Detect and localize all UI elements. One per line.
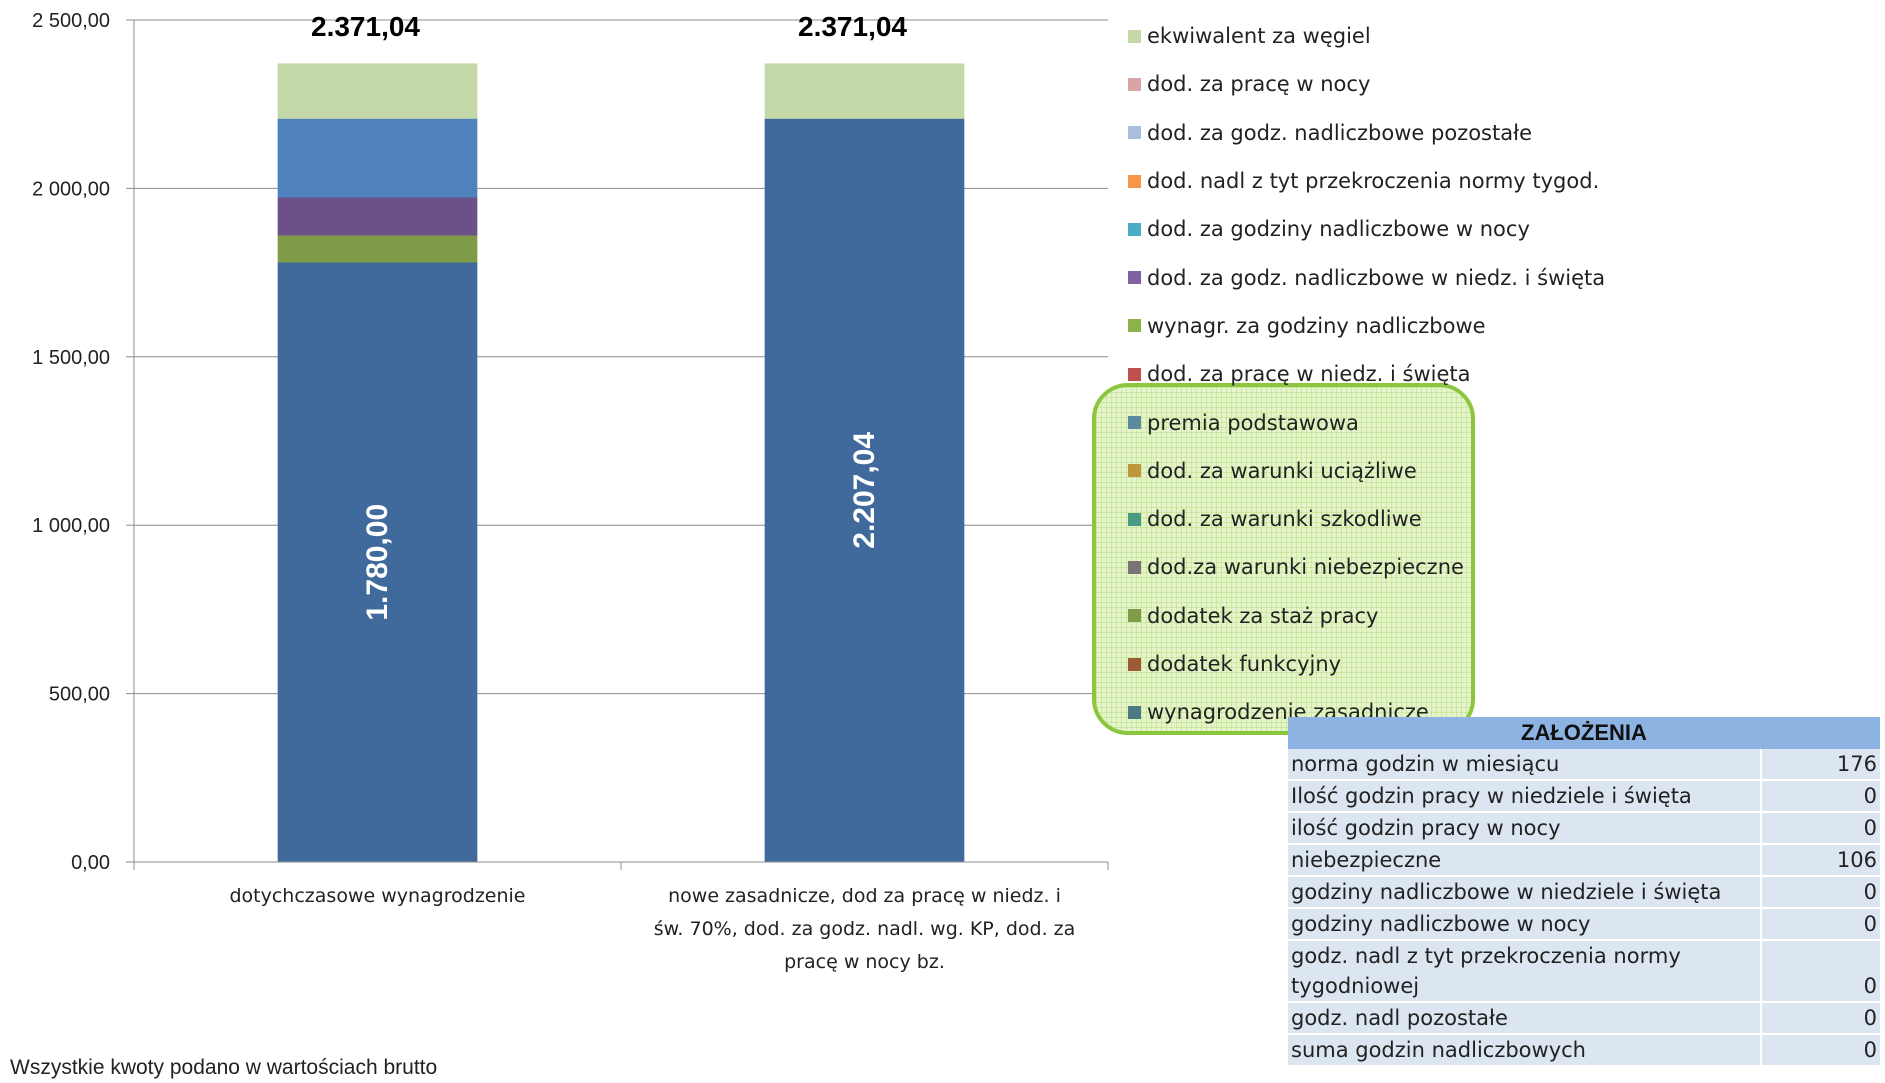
legend-label: dod. za godz. nadliczbowe pozostałe [1147, 120, 1532, 145]
legend-label: dod. za warunki uciążliwe [1147, 458, 1417, 483]
legend-swatch [1128, 367, 1141, 381]
legend-swatch [1128, 609, 1141, 623]
assumption-value: 0 [1760, 813, 1880, 845]
category-label: dotychczasowe wynagrodzenie [229, 885, 525, 907]
assumption-value: 0 [1760, 1035, 1880, 1067]
legend-swatch [1128, 657, 1141, 671]
legend-item: dodatek funkcyjny [1128, 640, 1668, 688]
assumption-label: ilość godzin pracy w nocy [1288, 813, 1760, 845]
assumption-label: suma godzin nadliczbowych [1288, 1035, 1760, 1067]
category-label: nowe zasadnicze, dod za pracę w niedz. i… [654, 885, 1076, 973]
assumption-row: godz. nadl pozostałe 0 [1288, 1003, 1880, 1035]
legend-label: premia podstawowa [1147, 410, 1359, 435]
y-tick-label: 1 500,00 [32, 347, 110, 369]
legend-label: dod. za godz. nadliczbowe w niedz. i świ… [1147, 265, 1606, 290]
chart-legend: ekwiwalent za węgiel dod. za pracę w nocy… [1128, 12, 1668, 736]
legend-label: dod. za godziny nadliczbowe w nocy [1147, 217, 1530, 242]
legend-label: dod. za pracę w niedz. i święta [1147, 362, 1471, 387]
bar-segment [277, 63, 478, 119]
assumption-label: godz. nadl z tyt przekroczenia normy tyg… [1288, 941, 1760, 1003]
legend-label: wynagr. za godziny nadliczbowe [1147, 313, 1486, 338]
legend-item: dod. nadl z tyt przekroczenia normy tygo… [1128, 157, 1668, 205]
assumptions-title: ZAŁOŻENIA [1288, 717, 1880, 749]
bar-segment [277, 235, 478, 263]
legend-item: dodatek za staż pracy [1128, 592, 1668, 640]
legend-swatch [1128, 512, 1141, 526]
assumptions-table: ZAŁOŻENIA norma godzin w miesiącu 176 Iloś… [1288, 717, 1880, 1067]
labels: 0,00 500,00 1 000,00 1 500,00 2 000,00 2 500,… [32, 10, 1075, 973]
assumption-row: godziny nadliczbowe w nocy 0 [1288, 909, 1880, 941]
bar-segment [764, 63, 965, 119]
y-tick-label: 1 000,00 [32, 515, 110, 537]
assumption-label: godziny nadliczbowe w niedziele i święta [1288, 877, 1760, 909]
assumption-value: 0 [1760, 781, 1880, 813]
legend-label: dod. nadl z tyt przekroczenia normy tygo… [1147, 169, 1600, 194]
assumption-value: 106 [1760, 845, 1880, 877]
legend-highlight-box [1092, 383, 1475, 735]
assumption-row: godziny nadliczbowe w niedziele i święta… [1288, 877, 1880, 909]
legend-swatch [1128, 464, 1141, 478]
assumption-value: 176 [1760, 749, 1880, 781]
assumption-value: 0 [1760, 909, 1880, 941]
bar-value-label: 1.780,00 [361, 504, 394, 621]
bar-total-label: 2.371,04 [798, 11, 907, 42]
legend-item: dod. za godz. nadliczbowe pozostałe [1128, 109, 1668, 157]
legend-item: premia podstawowa [1128, 398, 1668, 446]
legend-label: dod.za warunki niebezpieczne [1147, 555, 1464, 580]
legend-swatch [1128, 319, 1141, 333]
bar-segment [277, 197, 478, 236]
legend-item: dod. za pracę w nocy [1128, 60, 1668, 108]
assumption-value: 0 [1760, 877, 1880, 909]
assumption-row: Ilość godzin pracy w niedziele i święta 0 [1288, 781, 1880, 813]
bar-value-label: 2.207,04 [848, 432, 881, 549]
legend-label: dod. za warunki szkodliwe [1147, 507, 1422, 532]
legend-swatch [1128, 705, 1141, 719]
assumption-row: ilość godzin pracy w nocy 0 [1288, 813, 1880, 845]
assumption-label: niebezpieczne [1288, 845, 1760, 877]
axes [126, 19, 1109, 870]
assumption-label: norma godzin w miesiącu [1288, 749, 1760, 781]
legend-swatch [1128, 126, 1141, 140]
bar-segment [277, 262, 478, 863]
assumption-value: 0 [1760, 1003, 1880, 1035]
y-tick-label: 2 500,00 [32, 10, 110, 32]
legend-label: dodatek funkcyjny [1147, 652, 1342, 676]
assumption-label: Ilość godzin pracy w niedziele i święta [1288, 781, 1760, 813]
legend-swatch [1128, 174, 1141, 188]
y-tick-label: 0,00 [71, 852, 110, 874]
assumption-row: suma godzin nadliczbowych 0 [1288, 1035, 1880, 1067]
legend-item: dod. za warunki szkodliwe [1128, 495, 1668, 543]
assumption-row: norma godzin w miesiącu 176 [1288, 749, 1880, 781]
bar-total-label: 2.371,04 [311, 11, 420, 42]
legend-swatch [1128, 222, 1141, 236]
legend-item: wynagr. za godziny nadliczbowe [1128, 302, 1668, 350]
y-tick-label: 2 000,00 [32, 178, 110, 200]
legend-item: dod.za warunki niebezpieczne [1128, 543, 1668, 591]
bar-segment [764, 118, 965, 862]
bar-segment [277, 118, 478, 198]
assumption-label: godz. nadl pozostałe [1288, 1003, 1760, 1035]
legend-swatch [1128, 77, 1141, 91]
footnote: Wszystkie kwoty podano w wartościach bru… [10, 1056, 438, 1079]
legend-item: ekwiwalent za węgiel [1128, 12, 1668, 60]
assumption-row: niebezpieczne 106 [1288, 845, 1880, 877]
stacked-bar-chart: 0,00 500,00 1 000,00 1 500,00 2 000,00 2 500,… [32, 10, 1109, 973]
assumption-label: godziny nadliczbowe w nocy [1288, 909, 1760, 941]
legend-item: dod. za godz. nadliczbowe w niedz. i świ… [1128, 253, 1668, 301]
legend-swatch [1128, 29, 1141, 43]
assumption-row: godz. nadl z tyt przekroczenia normy tyg… [1288, 941, 1880, 1003]
legend-label: dod. za pracę w nocy [1147, 72, 1371, 97]
legend-item: dod. za pracę w niedz. i święta [1128, 350, 1668, 398]
legend-swatch [1128, 560, 1141, 574]
legend-item: dod. za warunki uciążliwe [1128, 447, 1668, 495]
bars [277, 63, 965, 863]
legend-label: dodatek za staż pracy [1147, 603, 1379, 628]
y-tick-label: 500,00 [49, 684, 110, 706]
legend-label: ekwiwalent za węgiel [1147, 24, 1371, 49]
legend-item: dod. za godziny nadliczbowe w nocy [1128, 205, 1668, 253]
assumption-value: 0 [1760, 941, 1880, 1003]
legend-swatch [1128, 271, 1141, 285]
legend-swatch [1128, 416, 1141, 430]
